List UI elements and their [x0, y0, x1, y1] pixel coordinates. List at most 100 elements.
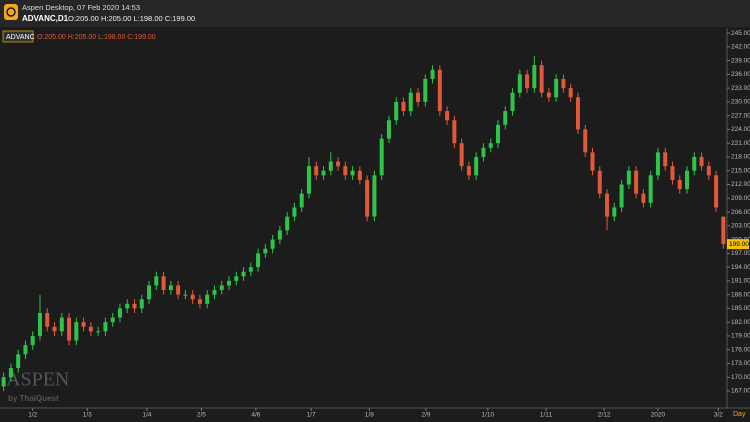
candle-body — [575, 97, 580, 130]
candle-body — [154, 276, 159, 286]
y-tick-label: 227.00 — [731, 112, 750, 119]
candle-body — [343, 166, 348, 176]
last-price-box — [727, 239, 749, 250]
window-title: Aspen Desktop, 07 Feb 2020 14:53 — [22, 3, 140, 12]
candle-body — [59, 317, 64, 332]
y-tick-label: 218.00 — [731, 154, 750, 161]
y-tick-label: 170.00 — [731, 374, 750, 381]
y-tick-label: 206.00 — [731, 209, 750, 216]
candle-body — [37, 313, 42, 336]
candle-body — [532, 65, 537, 89]
x-tick-label: 1/11 — [540, 412, 553, 419]
candle-body — [96, 331, 101, 333]
candle-body — [568, 88, 573, 98]
candle-body — [648, 175, 653, 203]
candle-body — [256, 253, 261, 268]
candle-body — [81, 322, 86, 327]
candle-body — [306, 166, 311, 194]
legend-symbol: ADVANC — [6, 34, 35, 41]
candle-body — [459, 143, 464, 167]
candle-body — [386, 120, 391, 139]
candle-body — [219, 285, 224, 291]
candle-body — [16, 354, 21, 369]
y-tick-label: 236.00 — [731, 71, 750, 78]
candle-body — [336, 161, 341, 167]
y-tick-label: 188.00 — [731, 291, 750, 298]
candle-body — [466, 166, 471, 176]
app-icon[interactable] — [4, 4, 18, 20]
x-tick-label: 2/9 — [421, 412, 430, 419]
candle-body — [30, 335, 35, 346]
candle-body — [103, 322, 108, 332]
candle-body — [161, 276, 166, 291]
candle-body — [626, 170, 631, 185]
candle-body — [88, 326, 93, 332]
candle-body — [554, 78, 559, 98]
candle-body — [321, 170, 326, 176]
candle-body — [597, 170, 602, 194]
y-tick-label: 209.00 — [731, 195, 750, 202]
candle-body — [692, 156, 697, 171]
candle-body — [197, 299, 202, 304]
candle-body — [416, 92, 421, 102]
candle-body — [641, 193, 646, 203]
y-tick-label: 185.00 — [731, 305, 750, 312]
y-tick-label: 242.00 — [731, 44, 750, 51]
candle-body — [670, 166, 675, 180]
candle-body — [139, 299, 144, 309]
y-tick-label: 179.00 — [731, 333, 750, 340]
candle-body — [445, 111, 450, 121]
watermark-sub: by ThaiQuest — [8, 394, 59, 403]
candle-body — [605, 193, 610, 217]
candle-body — [67, 317, 72, 341]
x-tick-label: 1/3 — [83, 412, 92, 419]
candle-body — [495, 124, 500, 144]
candle-body — [23, 345, 28, 355]
y-tick-label: 230.00 — [731, 99, 750, 106]
candle-body — [685, 170, 690, 190]
candle-body — [481, 147, 486, 157]
candle-body — [205, 294, 210, 304]
candle-body — [634, 170, 639, 194]
candle-body — [292, 207, 297, 217]
y-tick-label: 233.00 — [731, 85, 750, 92]
y-tick-label: 167.00 — [731, 388, 750, 395]
candle-body — [721, 216, 726, 245]
candle-body — [401, 101, 406, 112]
candle-body — [299, 193, 304, 208]
candle-body — [474, 156, 479, 176]
symbol: ADVANC,D1 — [22, 14, 69, 23]
candle-body — [110, 317, 115, 323]
candle-body — [227, 280, 232, 286]
y-tick-label: 197.00 — [731, 250, 750, 257]
y-tick-label: 212.00 — [731, 181, 750, 188]
y-tick-label: 239.00 — [731, 57, 750, 64]
candle-body — [74, 322, 79, 341]
candle-body — [503, 111, 508, 125]
candle-body — [408, 92, 413, 112]
candle-body — [510, 92, 515, 112]
x-tick-label: 1/10 — [481, 412, 494, 419]
candle-body — [714, 175, 719, 208]
y-tick-label: 245.00 — [731, 30, 750, 37]
x-tick-label: 2020 — [651, 412, 666, 419]
candle-body — [619, 184, 624, 208]
y-tick-label: 221.00 — [731, 140, 750, 147]
x-unit-label: Day — [733, 411, 746, 418]
candle-body — [125, 303, 130, 309]
candle-body — [241, 271, 246, 277]
app-icon-glyph — [6, 7, 16, 17]
candle-body — [248, 267, 253, 272]
y-tick-label: 191.00 — [731, 278, 750, 285]
candle-body — [437, 69, 442, 112]
x-tick-label: 1/7 — [307, 412, 316, 419]
candle-body — [677, 179, 682, 190]
candle-body — [147, 285, 152, 300]
candle-body — [350, 170, 355, 176]
legend-ohlc: O:205.00 H:205.00 L:198.00 C:199.00 — [37, 34, 156, 41]
x-tick-label: 3/2 — [714, 412, 723, 419]
candle-body — [539, 65, 544, 93]
candle-body — [270, 239, 275, 249]
legend-box[interactable] — [2, 30, 34, 43]
candle-body — [277, 230, 282, 240]
